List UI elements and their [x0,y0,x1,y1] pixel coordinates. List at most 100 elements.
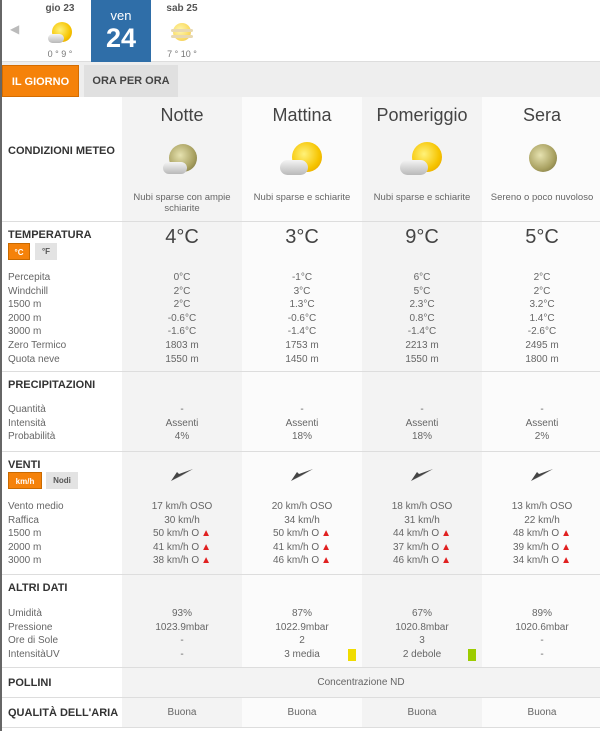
temperature-cell: -1.4°C [407,326,437,338]
other-data-cell: 93% [171,608,192,619]
temperature-cell: 2.3°C [409,299,435,311]
celsius-button[interactable]: °C [8,243,30,260]
column-sera [482,698,600,727]
day-number: 24 [105,23,137,53]
other-data-cell: 2 [299,635,305,647]
wind-cell: 41 km/h O ▲ [122,541,242,555]
row-label: Ore di Sole [8,635,59,647]
wind-cell: 39 km/h O ▲ [482,541,600,555]
day-selector: ◀ gio 23 0 ° 9 ° ven 24 sab 25 7 ° 10 ° [2,0,600,62]
temperature-cell: 1.4°C [529,312,555,324]
column-sera [482,372,600,451]
cloud [163,162,187,174]
other-data-cell: 3 [419,635,425,647]
row-label: Percepita [8,272,51,283]
day-label: ven [110,8,132,23]
tab-ora-per-ora[interactable]: ORA PER ORA [84,65,178,97]
other-data-cell: - [540,648,544,660]
kmh-button[interactable]: km/h [8,472,42,489]
row-label: Zero Termico [8,340,67,351]
row-label: Windchill [8,285,49,297]
row-label: Umidità [8,608,42,619]
section-title: CONDIZIONI METEO [8,145,115,157]
temperature-cell: 1550 m [405,353,439,365]
day-saturday[interactable]: sab 25 7 ° 10 ° [152,0,212,62]
wind-cell: 41 km/h O ▲ [242,541,362,555]
condition-text: Nubi sparse e schiarite [373,192,471,203]
row-label: IntensitàUV [8,648,60,660]
section-title: PRECIPITAZIONI [8,379,96,391]
warning-icon: ▲ [441,528,452,540]
day-thursday[interactable]: gio 23 0 ° 9 ° [30,0,90,62]
precip-cell: - [300,404,304,415]
wind-cell: 44 km/h O ▲ [362,527,482,541]
air-quality-value: Buona [287,707,317,718]
other-data-cell: 1022.9mbar [275,621,329,633]
temperature-cell: -2.6°C [527,326,557,338]
wind-value: 30 km/h [164,514,200,526]
column-notte [122,575,242,667]
warning-icon: ▲ [441,541,452,553]
cloud [280,160,308,175]
warning-icon: ▲ [561,528,572,540]
wind-cell: 46 km/h O ▲ [242,554,362,568]
column-mattina [242,372,362,451]
section-air: QUALITÀ DELL'ARIA Buona Buona Buona Buona [2,698,600,728]
wind-value: 13 km/h OSO [511,501,573,512]
moon-cloud-icon [160,140,204,180]
precip-cell: 18% [411,431,432,443]
section-precip: PRECIPITAZIONI Quantità Intensità Probabili… [2,372,600,452]
column-notte [122,372,242,451]
column-mattina [242,575,362,667]
column-mattina [242,222,362,371]
section-title: QUALITÀ DELL'ARIA [8,707,119,719]
wind-cell: 46 km/h O ▲ [362,554,482,568]
tab-il-giorno[interactable]: IL GIORNO [2,65,79,97]
period-name: Pomeriggio [376,105,468,125]
air-quality-value: Buona [407,707,437,718]
row-label: Intensità [8,417,46,429]
condition-text: Nubi sparse con ampie schiarite [133,192,231,214]
warning-icon: ▲ [441,555,452,567]
air-quality-value: Buona [167,707,197,718]
other-data-cell: 67% [411,608,432,619]
column-sera [482,222,600,371]
other-data-cell: 3 media [284,648,320,660]
temperature-cell: 1.3°C [289,299,315,311]
precip-cell: 2% [534,431,550,443]
moon [529,144,557,172]
temperature-cell: 2°C [173,299,191,311]
row-label: Vento medio [8,501,64,512]
period-name: Notte [160,105,204,125]
label-column [2,372,122,451]
temperature-cell: 0.8°C [409,312,435,324]
wind-cell: 18 km/h OSO [362,500,482,514]
wind-cell: 34 km/h [242,514,362,528]
row-label: 2000 m [8,312,42,324]
temperature-cell: 1450 m [285,353,319,365]
moon-icon [520,140,564,180]
row-label: Pressione [8,621,53,633]
day-friday-selected[interactable]: ven 24 [91,0,151,62]
day-label: sab 25 [166,3,198,14]
wind-value: 20 km/h OSO [271,501,333,512]
wind-value: 39 km/h O [512,541,560,553]
temperature-value: 9°C [405,226,439,248]
column-sera [482,575,600,667]
condition-text: Nubi sparse e schiarite [253,192,351,203]
previous-day-arrow-icon[interactable]: ◀ [10,22,20,36]
temperature-cell: 3°C [293,285,311,297]
temperature-cell: -0.6°C [287,312,317,324]
temperature-cell: 0°C [173,272,191,283]
row-label: Probabilità [8,431,56,443]
wind-value: 46 km/h O [272,555,320,567]
fahrenheit-button[interactable]: °F [35,243,57,260]
column-notte [122,452,242,574]
temperature-cell: -0.6°C [167,312,197,324]
knots-button[interactable]: Nodi [46,472,78,489]
other-data-cell: 1020.6mbar [515,621,569,633]
label-column [2,575,122,667]
wind-cell: 31 km/h [362,514,482,528]
condition-text: Sereno o poco nuvoloso [490,192,594,203]
air-quality-value: Buona [527,707,557,718]
